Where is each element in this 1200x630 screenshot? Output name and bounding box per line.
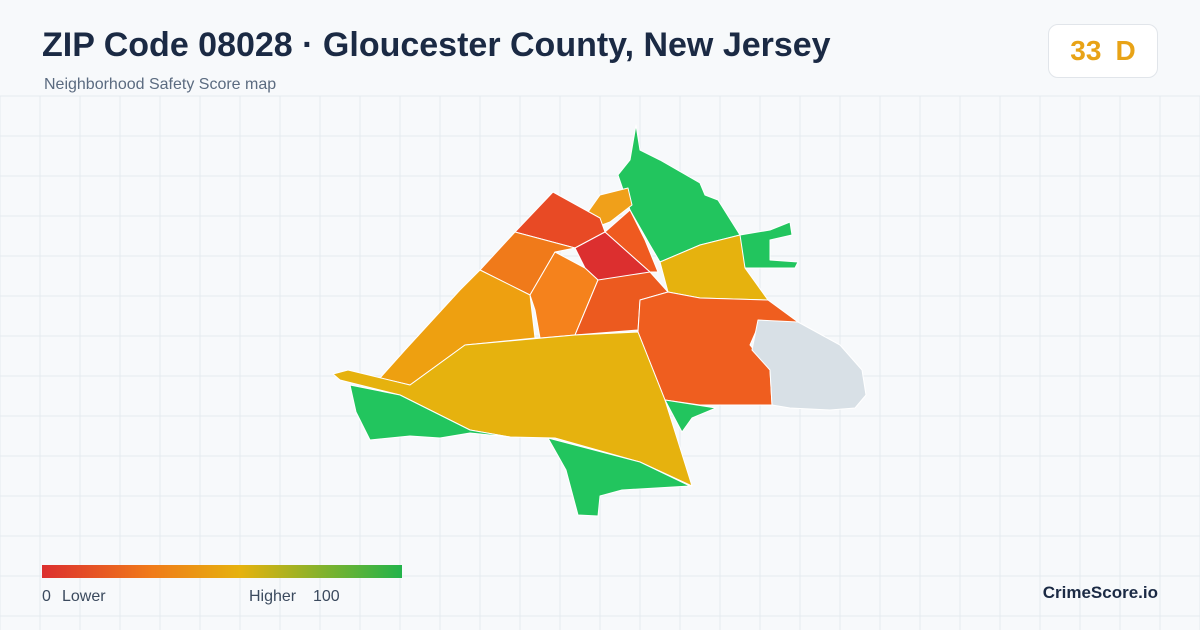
area <box>349 384 511 441</box>
brand: CrimeScore.io <box>1042 583 1158 602</box>
legend-max-label: Higher <box>249 588 297 605</box>
legend-min-label: Lower <box>62 588 106 605</box>
area <box>751 319 867 411</box>
legend-max: 100 <box>313 588 340 605</box>
area <box>547 437 691 517</box>
legend-gradient <box>42 565 402 578</box>
area <box>664 399 717 433</box>
area <box>739 221 799 269</box>
score-value: 33 <box>1070 35 1102 66</box>
neighborhoods <box>332 124 867 517</box>
title: ZIP Code 08028 · Gloucester County, New … <box>42 26 831 64</box>
legend-min: 0 <box>42 588 51 605</box>
score-badge: 33 D <box>1048 24 1158 78</box>
subtitle: Neighborhood Safety Score map <box>44 76 277 93</box>
score-grade: D <box>1115 35 1136 66</box>
